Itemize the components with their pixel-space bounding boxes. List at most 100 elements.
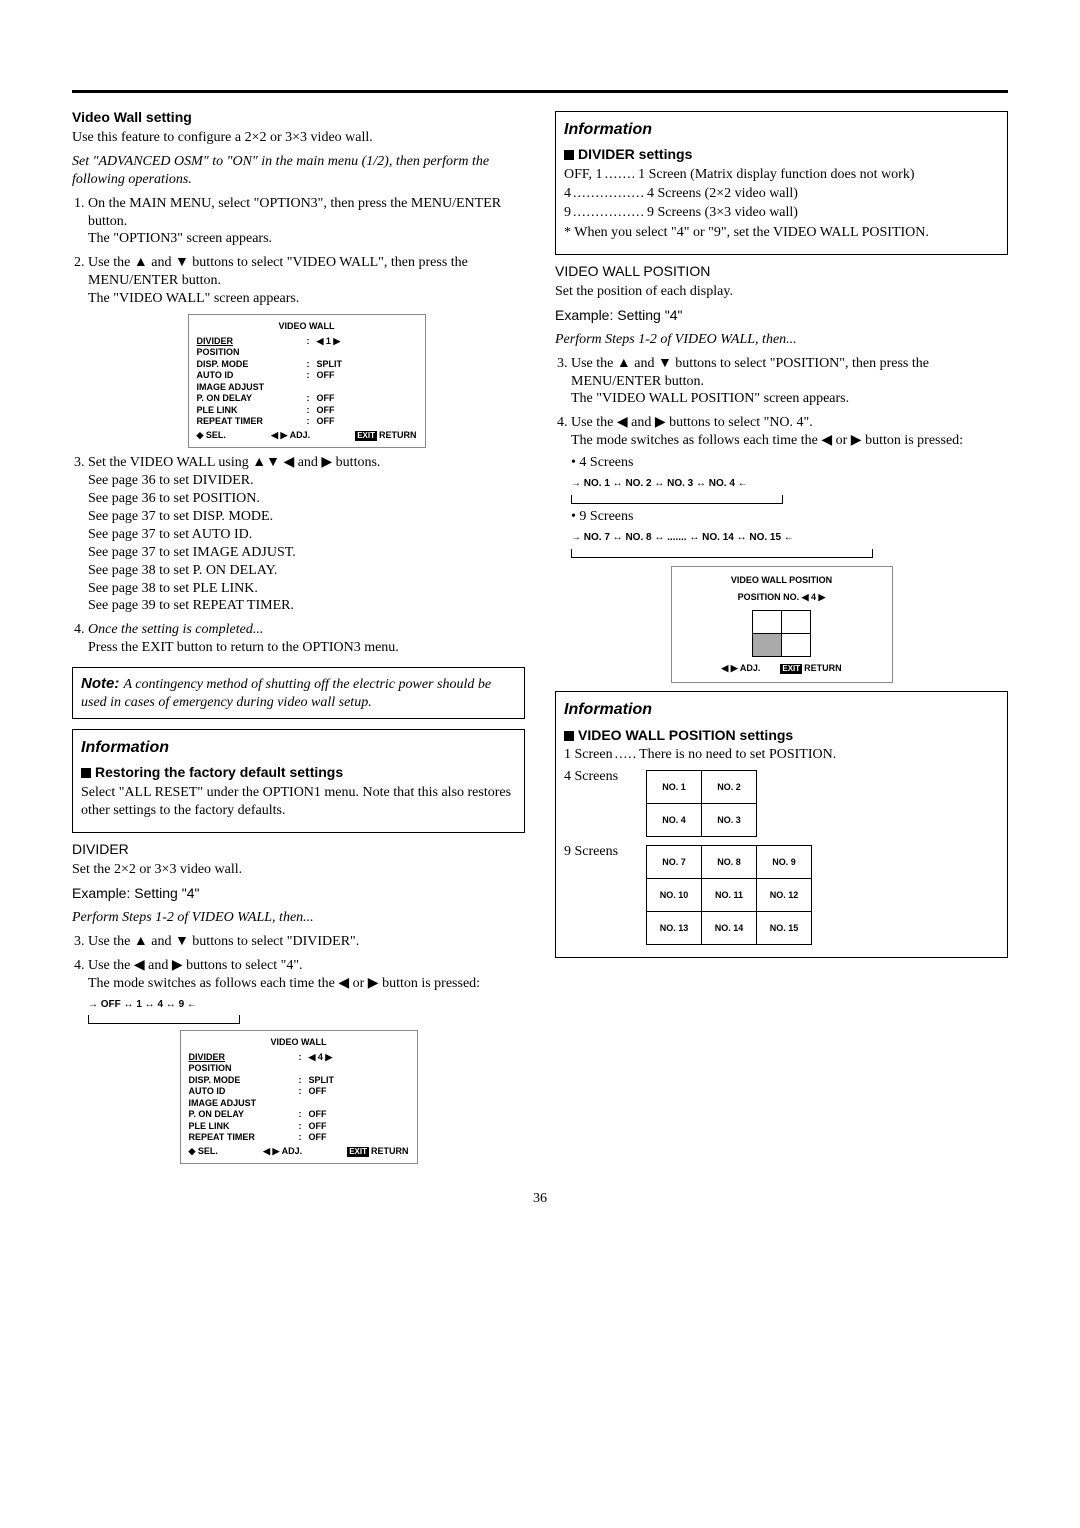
- osd2-title: VIDEO WALL: [189, 1037, 409, 1049]
- cycle-underline: [88, 1015, 240, 1024]
- perform-left: Perform Steps 1-2 of VIDEO WALL, then...: [72, 909, 525, 927]
- g9-4: NO. 11: [702, 879, 757, 912]
- restore-text: Select "ALL RESET" under the OPTION1 men…: [81, 784, 516, 820]
- s1v: There is no need to set POSITION.: [639, 746, 836, 764]
- step-1: On the MAIN MENU, select "OPTION3", then…: [88, 195, 525, 249]
- s9-label: 9 Screens: [564, 843, 634, 947]
- g9-0: NO. 7: [647, 846, 702, 879]
- right-column: Information DIVIDER settings OFF, 1 ....…: [555, 103, 1008, 1170]
- s4-label: 4 Screens: [564, 768, 634, 839]
- osd-position: VIDEO WALL POSITION POSITION NO. ◀ 4 ▶ ◀…: [671, 566, 893, 684]
- osd2-sel: ◆ SEL.: [189, 1146, 218, 1158]
- vwps-9screens: 9 Screens NO. 7NO. 8NO. 9 NO. 10NO. 11NO…: [564, 843, 999, 947]
- example-4-right: Example: Setting "4": [555, 307, 1008, 325]
- restore-heading: Restoring the factory default settings: [81, 764, 516, 782]
- step-4-title: Once the setting is completed...: [88, 622, 263, 637]
- note-lead: Note:: [81, 675, 124, 692]
- info-title-1: Information: [81, 738, 516, 758]
- osd-video-wall-2: VIDEO WALL DIVIDER:◀ 4 ▶POSITIONDISP. MO…: [180, 1030, 418, 1164]
- restore-heading-text: Restoring the factory default settings: [95, 764, 343, 780]
- perform-right: Perform Steps 1-2 of VIDEO WALL, then...: [555, 331, 1008, 349]
- pos-step-3a: Use the ▲ and ▼ buttons to select "POSIT…: [571, 356, 929, 389]
- d3f: ................: [573, 204, 645, 222]
- d3v: 9 Screens (3×3 video wall): [647, 204, 798, 222]
- pos-ret: RETURN: [804, 663, 842, 673]
- pos-osd-title: VIDEO WALL POSITION: [682, 575, 882, 587]
- pos-osd-footer: ◀ ▶ ADJ. EXITRETURN: [682, 663, 882, 675]
- bullet-4-screens: • 4 Screens: [571, 454, 1008, 472]
- osd2-footer: ◆ SEL. ◀ ▶ ADJ. EXITRETURN: [189, 1146, 409, 1158]
- two-column-layout: Video Wall setting Use this feature to c…: [72, 103, 1008, 1170]
- square-icon: [564, 731, 574, 741]
- cycle9-underline: [571, 549, 873, 558]
- g9-8: NO. 15: [757, 912, 812, 945]
- square-icon: [81, 768, 91, 778]
- d1v: 1 Screen (Matrix display function does n…: [638, 166, 914, 184]
- pos-osd-row: POSITION NO. ◀ 4 ▶: [682, 592, 882, 604]
- step-3-lines: See page 36 to set DIVIDER.See page 36 t…: [88, 472, 525, 615]
- vwps-row-1: 1 Screen ..... There is no need to set P…: [564, 746, 999, 764]
- step-2: Use the ▲ and ▼ buttons to select "VIDEO…: [88, 254, 525, 448]
- pos-exit: EXITRETURN: [780, 663, 841, 675]
- divset-heading-text: DIVIDER settings: [578, 146, 692, 162]
- exit-icon: EXIT: [780, 664, 802, 674]
- precondition: Set "ADVANCED OSM" to "ON" in the main m…: [72, 153, 525, 189]
- g9-3: NO. 10: [647, 879, 702, 912]
- d1f: .......: [605, 166, 637, 184]
- page-number: 36: [72, 1190, 1008, 1208]
- divset-row-3: 9 ................ 9 Screens (3×3 video …: [564, 204, 999, 222]
- pos-step-4b: The mode switches as follows each time t…: [571, 433, 963, 448]
- divider-cycle-wrap: → OFF ↔ 1 ↔ 4 ↔ 9 ←: [88, 999, 525, 1025]
- divider-steps: Use the ▲ and ▼ buttons to select "DIVID…: [72, 933, 525, 993]
- divider-cycle: → OFF ↔ 1 ↔ 4 ↔ 9 ←: [88, 999, 525, 1012]
- vwp-p: Set the position of each display.: [555, 283, 1008, 301]
- grid-4: NO. 1NO. 2 NO. 4NO. 3: [646, 770, 757, 837]
- vwps-4screens: 4 Screens NO. 1NO. 2 NO. 4NO. 3: [564, 768, 999, 839]
- step-1-result: The "OPTION3" screen appears.: [88, 231, 272, 246]
- note-box: Note: A contingency method of shutting o…: [72, 667, 525, 719]
- g4-1: NO. 2: [702, 771, 757, 804]
- divider-heading: DIVIDER: [72, 841, 525, 859]
- step-2-result: The "VIDEO WALL" screen appears.: [88, 291, 299, 306]
- info-box-restore: Information Restoring the factory defaul…: [72, 729, 525, 833]
- div-step-4b: The mode switches as follows each time t…: [88, 976, 480, 991]
- divset-note: * When you select "4" or "9", set the VI…: [564, 224, 999, 242]
- d3k: 9: [564, 204, 571, 222]
- div-step-3: Use the ▲ and ▼ buttons to select "DIVID…: [88, 933, 525, 951]
- osd2-rows: DIVIDER:◀ 4 ▶POSITIONDISP. MODE:SPLITAUT…: [189, 1052, 409, 1144]
- divider-p1: Set the 2×2 or 3×3 video wall.: [72, 861, 525, 879]
- steps-list: On the MAIN MENU, select "OPTION3", then…: [72, 195, 525, 658]
- step-4: Once the setting is completed... Press t…: [88, 621, 525, 657]
- pos-step-4: Use the ◀ and ▶ buttons to select "NO. 4…: [571, 414, 1008, 557]
- g9-2: NO. 9: [757, 846, 812, 879]
- exit-icon: EXIT: [355, 431, 377, 441]
- pos-step-4a: Use the ◀ and ▶ buttons to select "NO. 4…: [571, 415, 813, 430]
- d2k: 4: [564, 185, 571, 203]
- osd1-adj: ◀ ▶ ADJ.: [271, 430, 310, 442]
- note-text: A contingency method of shutting off the…: [81, 677, 491, 710]
- osd1-sel: ◆ SEL.: [197, 430, 226, 442]
- step-2-text: Use the ▲ and ▼ buttons to select "VIDEO…: [88, 255, 468, 288]
- exit-icon: EXIT: [347, 1147, 369, 1157]
- osd1-footer: ◆ SEL. ◀ ▶ ADJ. EXITRETURN: [197, 430, 417, 442]
- g9-5: NO. 12: [757, 879, 812, 912]
- cycle-9: → NO. 7 ↔ NO. 8 ↔ ....... ↔ NO. 14 ↔ NO.…: [571, 532, 1008, 545]
- info-title-3: Information: [564, 700, 999, 720]
- step-4-text: Press the EXIT button to return to the O…: [88, 640, 399, 655]
- intro-text: Use this feature to configure a 2×2 or 3…: [72, 129, 525, 147]
- position-steps: Use the ▲ and ▼ buttons to select "POSIT…: [555, 355, 1008, 558]
- osd1-rows: DIVIDER:◀ 1 ▶POSITIONDISP. MODE:SPLITAUT…: [197, 336, 417, 428]
- grid-9: NO. 7NO. 8NO. 9 NO. 10NO. 11NO. 12 NO. 1…: [646, 845, 812, 945]
- step-1-text: On the MAIN MENU, select "OPTION3", then…: [88, 196, 501, 229]
- divset-heading: DIVIDER settings: [564, 146, 999, 164]
- pos-adj: ◀ ▶ ADJ.: [721, 663, 760, 675]
- div-step-4: Use the ◀ and ▶ buttons to select "4". T…: [88, 957, 525, 993]
- top-rule: [72, 90, 1008, 93]
- divset-row-1: OFF, 1 ....... 1 Screen (Matrix display …: [564, 166, 999, 184]
- pos-step-3b: The "VIDEO WALL POSITION" screen appears…: [571, 391, 849, 406]
- d1k: OFF, 1: [564, 166, 603, 184]
- vwps-heading: VIDEO WALL POSITION settings: [564, 727, 999, 745]
- osd1-exit: EXITRETURN: [355, 430, 416, 442]
- div-step-4a: Use the ◀ and ▶ buttons to select "4".: [88, 958, 303, 973]
- g4-0: NO. 1: [647, 771, 702, 804]
